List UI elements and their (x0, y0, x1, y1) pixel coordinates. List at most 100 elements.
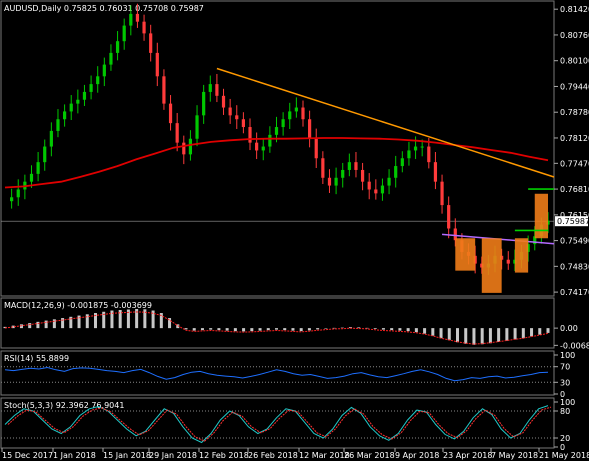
stoch-content (4, 405, 552, 444)
macd-bar (398, 328, 402, 331)
candle (334, 167, 338, 195)
rsi-pane[interactable]: RSI(14) 55.8899 100 70 30 0 (0, 350, 575, 399)
candle (294, 97, 298, 118)
time-tick-label: 9 Apr 2018 (395, 451, 439, 460)
time-tick-label: 15 Dec 2017 (2, 451, 53, 460)
rsi-line (4, 366, 549, 382)
candle (10, 188, 14, 209)
pattern-box (514, 238, 529, 273)
macd-bar (61, 318, 65, 329)
candle (506, 251, 510, 270)
current-price-badge: 0.75987 (555, 216, 589, 227)
macd-bar (340, 327, 344, 329)
stoch-k-line (4, 405, 549, 444)
candle (407, 141, 411, 166)
candle (96, 66, 100, 93)
macd-bar (431, 328, 435, 336)
price-pane[interactable]: AUDUSD,Daily 0.75825 0.76031 0.75708 0.7… (0, 0, 589, 297)
candle (374, 179, 378, 200)
candle (36, 152, 40, 182)
candle (102, 57, 106, 87)
macd-bar (365, 327, 369, 329)
macd-bar (447, 328, 451, 341)
candle (82, 84, 87, 106)
candle (135, 3, 140, 28)
macd-bar (258, 328, 262, 331)
macd-bar (118, 310, 122, 329)
candle (49, 122, 53, 157)
macd-bar (538, 328, 542, 335)
candle (235, 105, 239, 129)
candle (447, 196, 451, 239)
candle (380, 178, 385, 201)
current-price-label: 0.75987 (557, 217, 589, 226)
macd-pane[interactable]: MACD(12,26,9) -0.001875 -0.003699 0.00 -0… (0, 297, 589, 350)
candle (215, 73, 219, 103)
macd-bar (307, 328, 311, 331)
macd-bar (390, 328, 394, 331)
rsi-pane-frame (0, 350, 555, 396)
macd-tick-label: -0.006849 (560, 341, 589, 350)
macd-bar (85, 314, 89, 329)
time-tick-label: 12 Mar 2018 (299, 451, 350, 460)
stoch-d-line (7, 406, 552, 442)
candle (248, 118, 252, 151)
macd-bar (77, 315, 81, 329)
time-tick-label: 26 Mar 2018 (344, 451, 395, 460)
macd-bar (242, 328, 246, 332)
macd-bar (36, 321, 40, 329)
candle (168, 95, 173, 131)
candle (301, 100, 305, 127)
candle (43, 139, 47, 171)
rsi-tick-label: 100 (560, 351, 575, 360)
macd-bar (192, 328, 196, 331)
price-pane-frame (0, 0, 555, 297)
stoch-tick-label: 100 (560, 398, 575, 407)
candle (155, 42, 159, 87)
macd-bar (497, 328, 501, 342)
macd-bar (332, 327, 336, 329)
candle (420, 139, 424, 157)
candle (109, 44, 113, 71)
candle (427, 137, 431, 169)
candle (142, 14, 146, 41)
macd-bar (143, 309, 147, 329)
candle (182, 135, 186, 165)
macd-bar (52, 319, 56, 329)
macd-bar (217, 328, 221, 331)
macd-bar (200, 328, 204, 331)
macd-bar (530, 328, 534, 337)
macd-bar (299, 328, 303, 332)
time-tick-label: 7 May 2018 (491, 451, 538, 460)
macd-bar (480, 328, 484, 345)
macd-bar (423, 328, 427, 334)
candle (208, 75, 212, 102)
macd-bar (250, 328, 254, 332)
rsi-content (4, 366, 549, 382)
macd-content (3, 309, 550, 345)
candle (314, 128, 318, 169)
candle (433, 152, 438, 190)
macd-bar (439, 328, 443, 339)
candle (321, 151, 325, 185)
stoch-tick-label: 20 (560, 434, 570, 443)
macd-bar (110, 310, 114, 329)
macd-bar (94, 313, 97, 329)
macd-bar (513, 328, 517, 340)
time-tick-label: 15 Jan 2018 (103, 451, 151, 460)
macd-bar (102, 311, 106, 329)
candle (255, 132, 259, 160)
time-tick-label: 21 May 2018 (539, 451, 589, 460)
candle (354, 152, 358, 178)
macd-bar (373, 328, 377, 329)
macd-bar (275, 328, 278, 330)
